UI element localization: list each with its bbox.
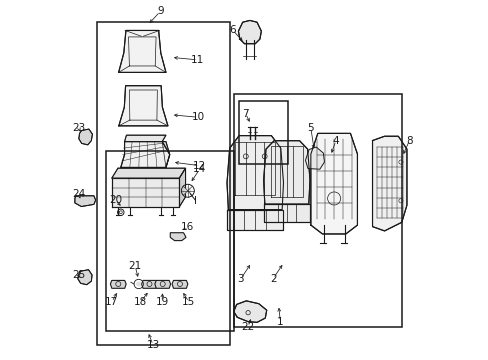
- Polygon shape: [233, 301, 266, 322]
- Polygon shape: [121, 141, 169, 167]
- Text: 13: 13: [146, 340, 160, 350]
- Polygon shape: [111, 168, 185, 178]
- Polygon shape: [111, 178, 179, 207]
- Text: 11: 11: [191, 55, 204, 65]
- Text: 3: 3: [237, 274, 244, 284]
- Text: 2: 2: [269, 274, 276, 284]
- Circle shape: [184, 188, 191, 194]
- Polygon shape: [226, 210, 283, 230]
- Polygon shape: [155, 280, 170, 288]
- Text: 22: 22: [241, 322, 254, 332]
- Text: 7: 7: [242, 109, 248, 119]
- Polygon shape: [119, 31, 165, 72]
- Text: 18: 18: [134, 297, 147, 307]
- Polygon shape: [263, 204, 309, 222]
- Bar: [233, 94, 402, 327]
- Text: 17: 17: [105, 297, 118, 307]
- Text: 19: 19: [155, 297, 168, 307]
- Polygon shape: [372, 136, 406, 231]
- Polygon shape: [119, 86, 167, 126]
- Bar: [97, 22, 230, 345]
- Bar: [239, 101, 287, 164]
- Polygon shape: [75, 196, 96, 207]
- Polygon shape: [263, 141, 309, 204]
- Text: 1: 1: [277, 317, 283, 327]
- Polygon shape: [124, 135, 165, 141]
- Text: 15: 15: [182, 297, 195, 307]
- Polygon shape: [226, 136, 283, 210]
- Text: 5: 5: [307, 123, 313, 133]
- Text: 20: 20: [109, 195, 122, 205]
- Text: 8: 8: [406, 136, 412, 145]
- Polygon shape: [172, 280, 187, 288]
- Bar: [106, 151, 233, 330]
- Text: 16: 16: [180, 222, 193, 231]
- Polygon shape: [78, 270, 92, 285]
- Polygon shape: [238, 21, 261, 44]
- Polygon shape: [79, 129, 92, 145]
- Polygon shape: [170, 233, 185, 240]
- Text: 6: 6: [229, 25, 236, 35]
- Text: 21: 21: [128, 261, 142, 271]
- Text: 9: 9: [157, 6, 163, 17]
- Polygon shape: [305, 147, 324, 169]
- Text: 24: 24: [72, 189, 85, 199]
- Polygon shape: [179, 168, 185, 207]
- Text: 10: 10: [191, 112, 204, 122]
- Circle shape: [136, 282, 141, 286]
- Text: 4: 4: [332, 136, 339, 145]
- Text: 14: 14: [193, 164, 206, 174]
- Text: 25: 25: [72, 270, 85, 280]
- Polygon shape: [162, 141, 169, 167]
- Text: 23: 23: [72, 123, 85, 133]
- Polygon shape: [310, 134, 357, 234]
- Polygon shape: [142, 280, 157, 288]
- Polygon shape: [110, 280, 126, 288]
- Text: 12: 12: [193, 161, 206, 171]
